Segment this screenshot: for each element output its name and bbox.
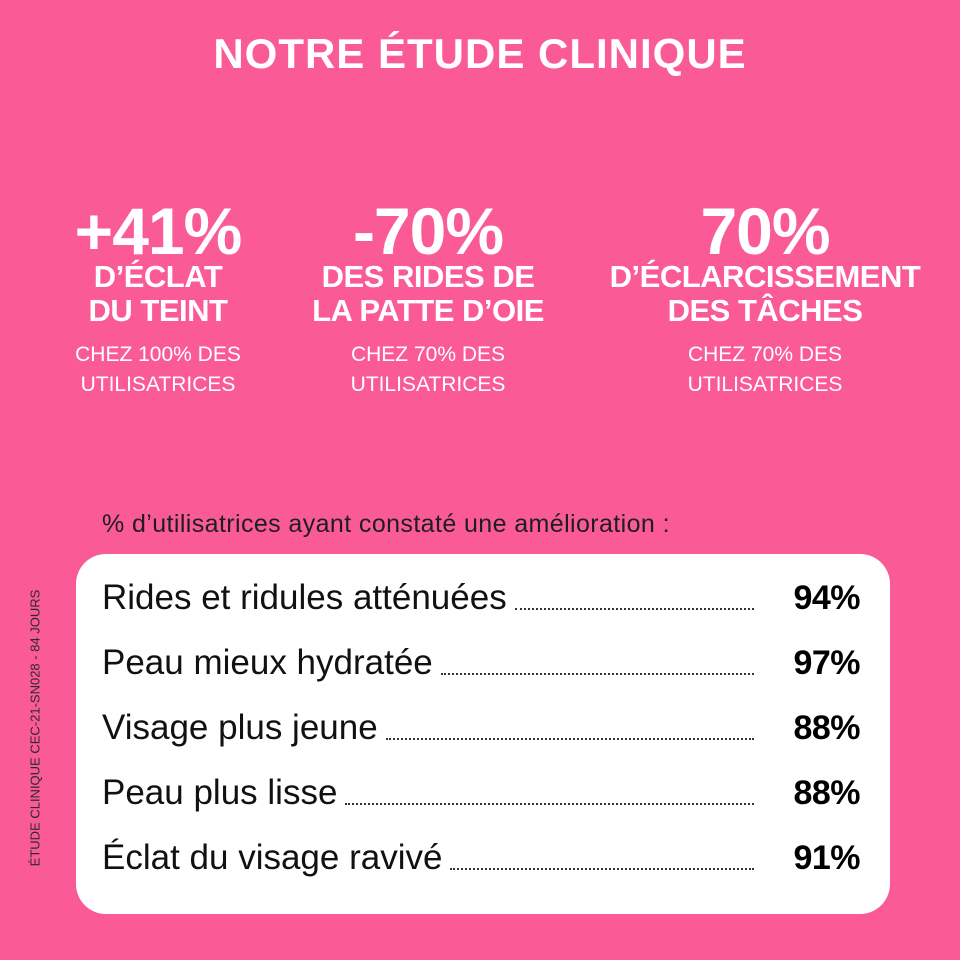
stat-sub-line: CHEZ 100% DES — [75, 343, 241, 366]
result-row: Visage plus jeune 88% — [102, 702, 861, 752]
stat-sub-line: UTILISATRICES — [687, 373, 843, 396]
results-subtitle: % d’utilisatrices ayant constaté une amé… — [102, 510, 670, 538]
result-value: 91% — [793, 839, 860, 877]
stat-sub: CHEZ 70% DES UTILISATRICES — [590, 340, 940, 400]
result-label: Visage plus jeune — [102, 708, 378, 747]
stat-eclat: +41% D’ÉCLAT DU TEINT CHEZ 100% DES UTIL… — [40, 196, 276, 400]
result-value: 88% — [793, 709, 860, 747]
result-row: Éclat du visage ravivé 91% — [102, 832, 861, 882]
dotted-leader — [440, 673, 754, 675]
stat-label-line: LA PATTE D’OIE — [312, 293, 544, 328]
result-row: Rides et ridules atténuées 94% — [102, 572, 861, 622]
stat-label-line: D’ÉCLAT — [93, 259, 223, 294]
stat-value: -70% — [352, 194, 504, 268]
dotted-leader — [385, 738, 754, 740]
results-card: Rides et ridules atténuées 94% Peau mieu… — [76, 554, 890, 914]
stat-label: DES RIDES DE LA PATTE D’OIE — [282, 260, 574, 328]
result-row: Peau plus lisse 88% — [102, 767, 861, 817]
dotted-leader — [514, 608, 754, 610]
stat-value: 70% — [700, 194, 830, 268]
result-label: Éclat du visage ravivé — [102, 838, 443, 877]
stat-label: D’ÉCLAT DU TEINT — [40, 260, 276, 328]
stat-sub-line: UTILISATRICES — [350, 373, 506, 396]
result-label: Peau plus lisse — [102, 773, 338, 812]
study-reference: ÉTUDE CLINIQUE CEC-21-SN028 - 84 JOURS — [27, 589, 43, 867]
stat-label-line: DU TEINT — [88, 293, 228, 328]
result-row: Peau mieux hydratée 97% — [102, 637, 861, 687]
stat-label-line: DES TÂCHES — [667, 293, 863, 328]
result-value: 94% — [793, 579, 860, 617]
dotted-leader — [345, 803, 754, 805]
result-label: Peau mieux hydratée — [102, 643, 433, 682]
stat-label-line: D’ÉCLARCISSEMENT — [609, 259, 921, 294]
dotted-leader — [450, 868, 754, 870]
stat-sub-line: CHEZ 70% DES — [687, 343, 843, 366]
stat-label-line: DES RIDES DE — [321, 259, 535, 294]
stat-rides: -70% DES RIDES DE LA PATTE D’OIE CHEZ 70… — [282, 196, 574, 400]
stat-sub-line: CHEZ 70% DES — [350, 343, 506, 366]
stat-value: +41% — [74, 194, 243, 268]
result-label: Rides et ridules atténuées — [102, 578, 507, 617]
result-value: 97% — [793, 644, 860, 682]
stat-sub: CHEZ 70% DES UTILISATRICES — [282, 340, 574, 400]
stat-taches: 70% D’ÉCLARCISSEMENT DES TÂCHES CHEZ 70%… — [590, 196, 940, 400]
page-title: NOTRE ÉTUDE CLINIQUE — [213, 30, 747, 77]
stat-label: D’ÉCLARCISSEMENT DES TÂCHES — [590, 260, 940, 328]
stat-sub: CHEZ 100% DES UTILISATRICES — [40, 340, 276, 400]
stat-sub-line: UTILISATRICES — [80, 373, 236, 396]
result-value: 88% — [793, 774, 860, 812]
